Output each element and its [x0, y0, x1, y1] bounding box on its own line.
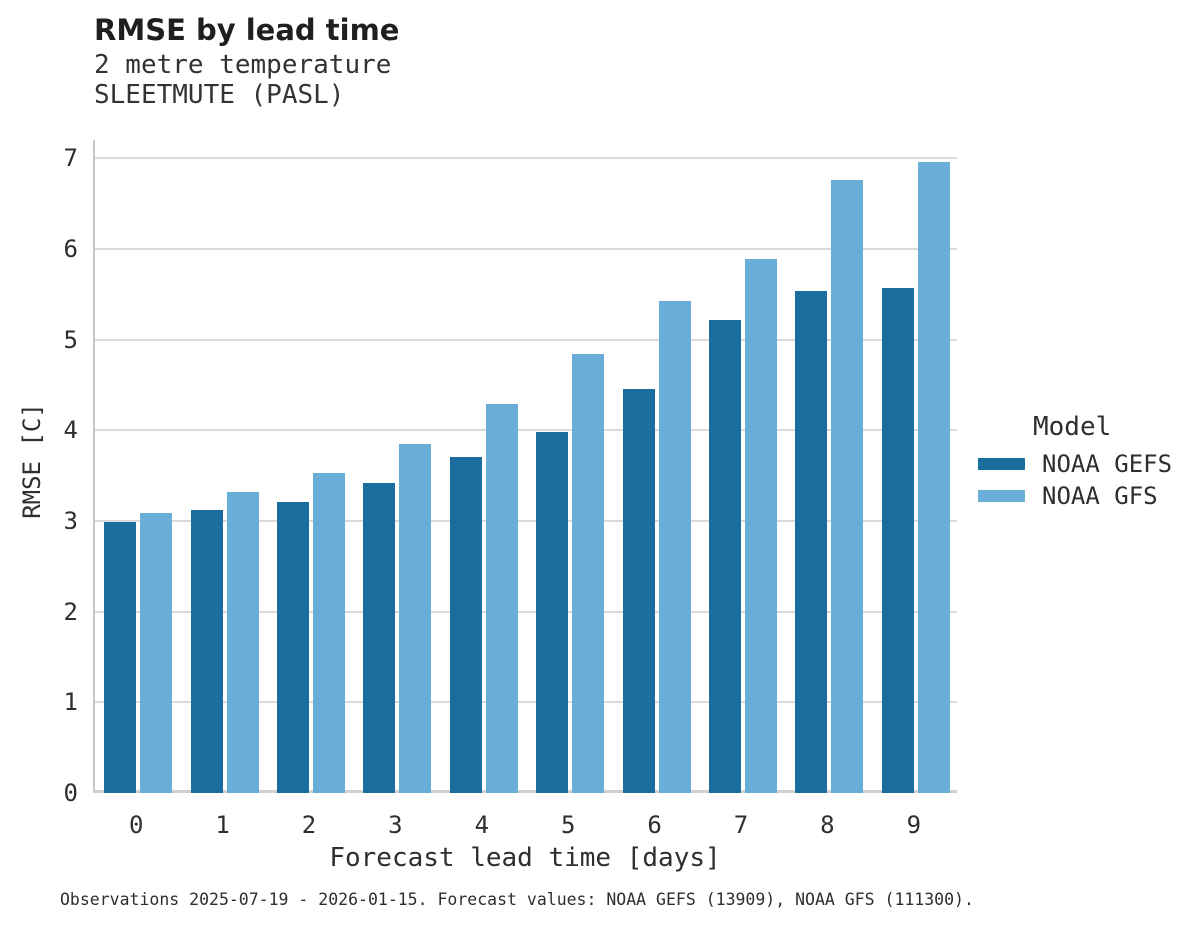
x-tick-label-6: 6 — [647, 811, 662, 839]
gridline-y-2 — [95, 610, 957, 613]
chart-subtitle-variable: 2 metre temperature — [94, 50, 392, 80]
x-tick-label-0: 0 — [128, 811, 144, 839]
bar-noaa-gfs-day-1 — [226, 491, 259, 793]
x-tick-label-7: 7 — [733, 811, 749, 839]
legend-label-noaa-gefs: NOAA GEFS — [1042, 450, 1173, 478]
y-tick-label-7: 7 — [63, 144, 78, 173]
gridline-y-4 — [95, 429, 957, 432]
bar-noaa-gefs-day-4 — [449, 457, 482, 793]
bar-noaa-gfs-day-4 — [485, 403, 518, 793]
x-tick-label-4: 4 — [474, 811, 490, 839]
y-tick-label-2: 2 — [63, 597, 78, 626]
bar-noaa-gefs-day-2 — [277, 501, 309, 793]
x-tick-label-2: 2 — [301, 811, 317, 839]
bar-noaa-gfs-day-5 — [572, 354, 605, 793]
bar-noaa-gefs-day-6 — [622, 388, 655, 793]
bar-noaa-gfs-day-8 — [831, 179, 864, 793]
bar-noaa-gefs-day-5 — [536, 432, 569, 793]
legend-swatch-noaa-gefs — [978, 458, 1025, 470]
x-tick-label-3: 3 — [388, 811, 403, 839]
legend-label-noaa-gfs: NOAA GFS — [1042, 482, 1158, 510]
x-axis-title: Forecast lead time [days] — [329, 843, 721, 873]
legend-title: Model — [1033, 412, 1112, 442]
bar-noaa-gefs-day-8 — [795, 290, 828, 793]
plot-area — [93, 140, 957, 793]
x-tick-label-9: 9 — [906, 811, 922, 839]
bar-noaa-gefs-day-9 — [881, 287, 914, 793]
gridline-y-5 — [95, 338, 957, 341]
y-tick-label-0: 0 — [63, 779, 78, 807]
caption: Observations 2025-07-19 - 2026-01-15. Fo… — [60, 890, 974, 909]
bar-noaa-gfs-day-7 — [745, 258, 777, 793]
gridline-y-3 — [95, 519, 957, 522]
gridline-y-6 — [95, 247, 957, 250]
gridline-y-1 — [95, 701, 957, 704]
x-tick-label-5: 5 — [560, 811, 576, 839]
x-tick-label-1: 1 — [215, 811, 230, 839]
bar-noaa-gefs-day-1 — [190, 510, 223, 793]
y-tick-label-5: 5 — [63, 325, 78, 354]
y-tick-label-6: 6 — [63, 234, 78, 263]
y-tick-label-1: 1 — [63, 688, 78, 717]
bar-noaa-gfs-day-6 — [658, 300, 691, 793]
bar-noaa-gfs-day-3 — [399, 443, 432, 793]
y-tick-label-4: 4 — [63, 416, 78, 445]
legend-swatch-noaa-gfs — [978, 490, 1025, 502]
bar-noaa-gefs-day-0 — [104, 521, 137, 793]
bar-noaa-gfs-day-2 — [313, 472, 345, 793]
chart-title: RMSE by lead time — [94, 13, 400, 47]
bar-noaa-gefs-day-7 — [709, 320, 741, 793]
chart-subtitle-station: SLEETMUTE (PASL) — [94, 80, 345, 110]
bar-noaa-gfs-day-0 — [140, 512, 173, 793]
gridline-y-7 — [95, 157, 957, 160]
y-tick-label-3: 3 — [63, 506, 78, 535]
bar-noaa-gfs-day-9 — [917, 161, 950, 793]
x-tick-label-8: 8 — [820, 811, 835, 839]
bar-noaa-gefs-day-3 — [363, 482, 396, 793]
